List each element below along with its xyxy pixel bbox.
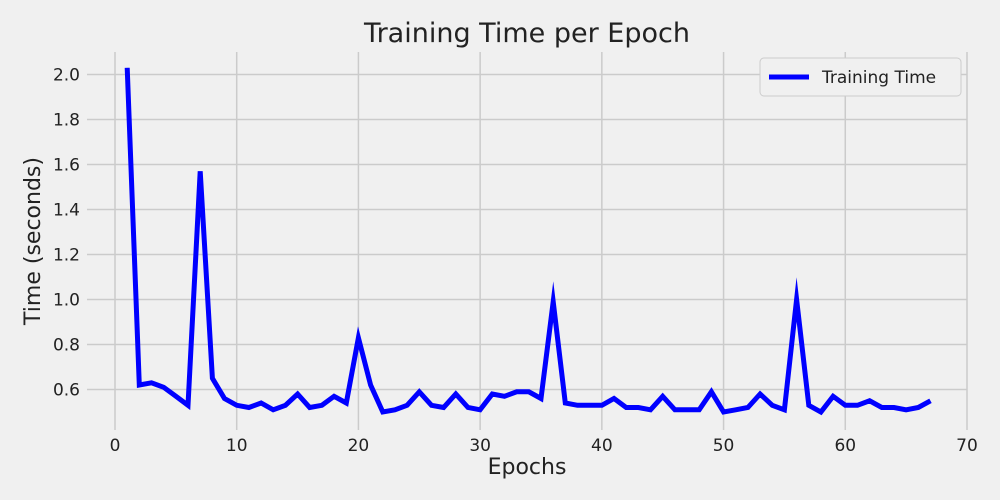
y-axis-label: Time (seconds) <box>21 157 46 326</box>
y-tick-label: 1.4 <box>53 201 80 221</box>
y-tick-labels: 0.6 0.8 1.0 1.2 1.4 1.6 1.8 2.0 <box>53 66 80 401</box>
x-axis-label: Epochs <box>488 455 567 480</box>
legend-entry-training-time: Training Time <box>821 68 936 88</box>
x-tick-label: 40 <box>591 436 613 456</box>
y-tick-label: 1.0 <box>53 291 80 311</box>
x-tick-label: 60 <box>834 436 856 456</box>
series-layer <box>124 67 932 416</box>
x-tick-label: 10 <box>226 436 248 456</box>
x-tick-label: 50 <box>713 436 735 456</box>
series-line-training-time <box>124 67 932 416</box>
x-tick-label: 0 <box>110 436 121 456</box>
legend-box <box>759 57 962 97</box>
y-tick-label: 0.6 <box>53 381 80 401</box>
legend: Training Time <box>759 57 962 97</box>
x-tick-labels: 0 10 20 30 40 50 60 70 <box>110 436 978 456</box>
y-tick-label: 1.8 <box>53 111 80 131</box>
x-gridlines <box>114 52 968 430</box>
chart-title: Training Time per Epoch <box>363 18 690 49</box>
y-tick-label: 1.2 <box>53 246 80 266</box>
y-tick-label: 2.0 <box>53 66 80 86</box>
x-tick-label: 30 <box>469 436 491 456</box>
x-tick-label: 20 <box>348 436 370 456</box>
x-tick-label: 70 <box>956 436 978 456</box>
plot-area <box>87 52 967 430</box>
y-tick-label: 0.8 <box>53 336 80 356</box>
y-tick-label: 1.6 <box>53 156 80 176</box>
